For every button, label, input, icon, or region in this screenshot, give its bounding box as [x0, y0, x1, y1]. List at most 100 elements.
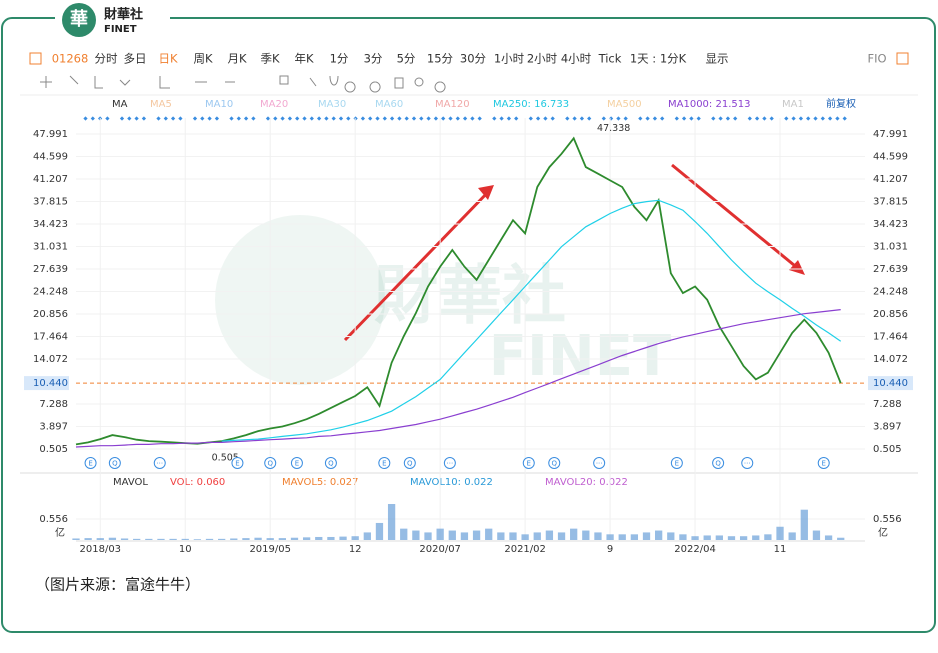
diamond — [90, 116, 95, 121]
event-marker — [264, 457, 277, 469]
down-arrow-head — [789, 260, 805, 275]
volume-bar — [824, 535, 833, 540]
diamond — [441, 116, 446, 121]
diamond — [382, 116, 387, 121]
volume-bar — [521, 534, 529, 540]
diamond — [806, 116, 811, 121]
diamond — [163, 116, 168, 121]
diamond — [827, 116, 833, 121]
volume-bar — [557, 532, 566, 540]
diamond — [273, 116, 278, 121]
diamond — [754, 116, 760, 121]
event-label: E — [295, 460, 299, 468]
indicator-label: MA250: 16.733 — [493, 99, 569, 110]
toolbar-item: 日K — [158, 52, 177, 66]
diamond — [426, 116, 431, 121]
diamond — [543, 116, 548, 121]
event-marker — [522, 457, 535, 469]
volume-bar — [339, 536, 347, 540]
diamond — [798, 116, 804, 121]
current-price-label: 10.440 — [33, 378, 68, 389]
volume-bar — [254, 537, 262, 540]
toolbar-item: 周K — [193, 52, 212, 66]
y-tick-label: 47.991 — [33, 129, 68, 140]
volume-bar — [72, 538, 80, 540]
volume-bar — [290, 537, 299, 540]
indicator-label: MA30 — [318, 99, 346, 110]
volume-unit: 亿 — [55, 526, 65, 539]
annotation: 0.505 — [212, 453, 239, 464]
volume-bar — [266, 538, 274, 540]
x-tick-label: 9 — [607, 544, 613, 555]
indicator-label: MA1 — [782, 99, 804, 110]
logo-mark: 華 — [70, 8, 88, 30]
indicator-label: MA20 — [260, 99, 288, 110]
diamond — [236, 116, 241, 121]
event-marker — [593, 457, 606, 469]
diamond — [587, 116, 592, 121]
event-label: E — [822, 460, 826, 468]
volume-bar — [448, 530, 456, 540]
x-tick-label: 2021/02 — [504, 544, 546, 555]
volume-bar — [618, 534, 626, 540]
volume-bar — [181, 538, 189, 540]
toolbar-icons — [29, 52, 909, 93]
diamond — [711, 116, 716, 121]
volume-unit-right: 亿 — [878, 526, 888, 539]
indicator-label: MA — [112, 99, 128, 110]
toolbar-item: 显示 — [706, 52, 729, 66]
diamond — [499, 116, 504, 121]
y-tick-label: 27.639 — [33, 264, 68, 275]
series-line — [221, 199, 842, 442]
logo-sub: FINET — [104, 24, 137, 35]
volume-bar — [594, 532, 602, 540]
up-arrow — [343, 188, 492, 342]
volume-bar — [120, 538, 129, 540]
diamond — [470, 116, 475, 121]
indicator-label: MA5 — [150, 99, 172, 110]
toolbar-item: 1天 : 1分K — [630, 52, 687, 66]
volume-indicator-label: MAVOL20: 0.022 — [545, 477, 628, 488]
diamond — [243, 116, 249, 121]
diamond — [316, 116, 322, 121]
volume-bar — [302, 537, 311, 540]
down-arrow — [671, 163, 801, 272]
diamond — [835, 116, 840, 121]
frame — [1, 17, 936, 633]
event-marker — [403, 457, 416, 469]
diamond — [214, 116, 220, 121]
volume-bar — [145, 538, 153, 540]
volume-bar — [630, 534, 639, 540]
event-marker — [324, 457, 337, 469]
volume-bar — [230, 538, 238, 540]
diamond — [251, 116, 256, 121]
event-label: ··· — [156, 460, 163, 468]
event-marker — [670, 457, 683, 469]
toolbar-item: FIO — [867, 52, 886, 66]
event-label: Q — [407, 460, 413, 468]
volume-bar — [84, 538, 92, 540]
watermark-badge — [215, 215, 385, 385]
event-label: Q — [551, 460, 557, 468]
diamond — [178, 116, 183, 121]
current-price-tag — [24, 376, 69, 391]
diamond — [492, 116, 497, 121]
volume-bar — [242, 538, 250, 540]
diamond — [200, 116, 205, 121]
toolbar-item: 1小时 — [494, 52, 525, 66]
event-label: E — [382, 460, 386, 468]
y-tick-label-right: 27.639 — [873, 264, 908, 275]
caption: （图片来源：富途牛牛） — [35, 576, 200, 594]
toolbar-item: 月K — [227, 52, 246, 66]
x-tick-label: 2019/05 — [249, 544, 291, 555]
diamond — [462, 116, 468, 121]
diamond — [346, 116, 351, 121]
diamond — [477, 116, 482, 121]
diamond — [455, 116, 460, 121]
diamonds — [83, 116, 847, 121]
event-marker — [817, 457, 830, 469]
toolbar-item: 4小时 — [561, 52, 592, 66]
volume-bar — [387, 504, 396, 540]
volume-tick-label: 0.556 — [39, 514, 68, 525]
